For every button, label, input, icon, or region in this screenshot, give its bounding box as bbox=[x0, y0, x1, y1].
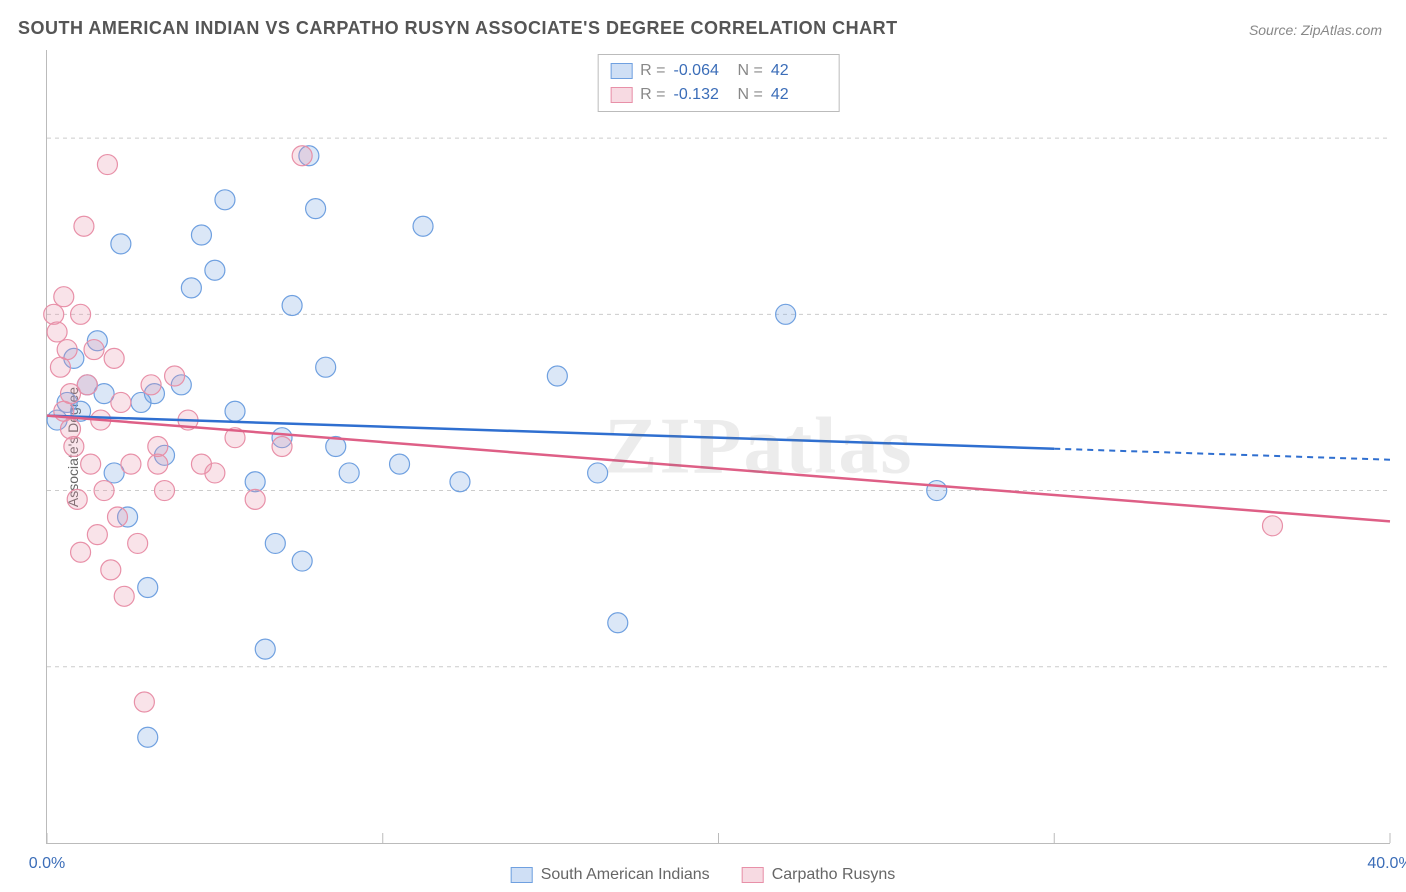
legend-label-series1: South American Indians bbox=[541, 866, 710, 884]
r-label: R = bbox=[640, 83, 665, 107]
stats-row-series1: R = -0.064 N = 42 bbox=[610, 59, 827, 83]
correlation-stats-box: R = -0.064 N = 42 R = -0.132 N = 42 bbox=[597, 54, 840, 112]
swatch-series2 bbox=[610, 87, 632, 103]
source-attribution: Source: ZipAtlas.com bbox=[1249, 22, 1382, 38]
n-value-series1: 42 bbox=[771, 59, 827, 83]
r-value-series1: -0.064 bbox=[674, 59, 730, 83]
legend-swatch-series1 bbox=[511, 867, 533, 883]
chart-legend: South American Indians Carpatho Rusyns bbox=[511, 866, 896, 884]
legend-swatch-series2 bbox=[742, 867, 764, 883]
n-label: N = bbox=[738, 59, 763, 83]
swatch-series1 bbox=[610, 63, 632, 79]
legend-item-series2: Carpatho Rusyns bbox=[742, 866, 896, 884]
x-tick-label: 40.0% bbox=[1367, 855, 1406, 873]
stats-row-series2: R = -0.132 N = 42 bbox=[610, 83, 827, 107]
n-value-series2: 42 bbox=[771, 83, 827, 107]
r-label: R = bbox=[640, 59, 665, 83]
legend-label-series2: Carpatho Rusyns bbox=[772, 866, 896, 884]
chart-plot-area: Associate's Degree ZIPatlas R = -0.064 N… bbox=[46, 50, 1390, 844]
r-value-series2: -0.132 bbox=[674, 83, 730, 107]
scatter-svg bbox=[47, 50, 1390, 843]
x-tick-label: 0.0% bbox=[29, 855, 65, 873]
legend-item-series1: South American Indians bbox=[511, 866, 710, 884]
n-label: N = bbox=[738, 83, 763, 107]
chart-title: SOUTH AMERICAN INDIAN VS CARPATHO RUSYN … bbox=[18, 18, 898, 39]
